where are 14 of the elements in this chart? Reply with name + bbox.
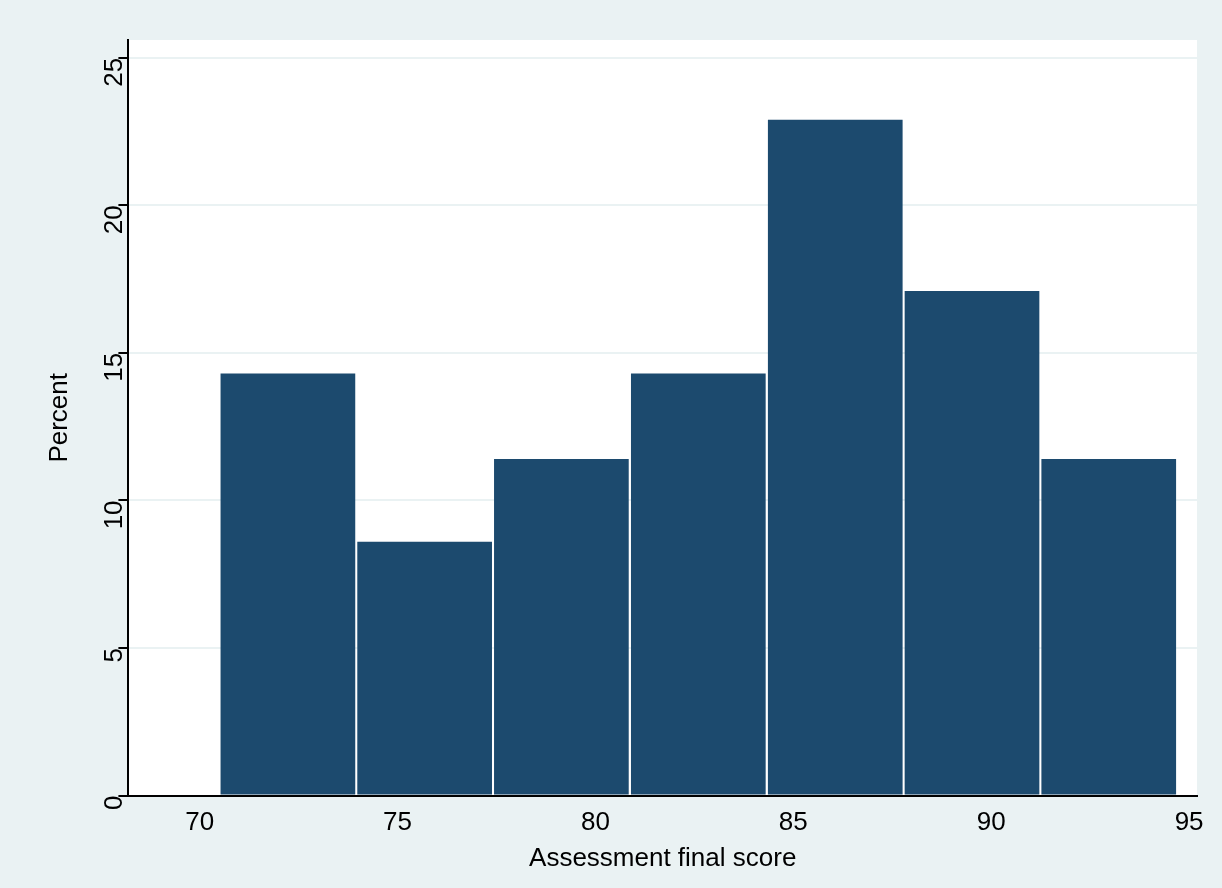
- x-tick-label: 95: [1174, 806, 1204, 837]
- y-tick-label: 0: [97, 795, 128, 811]
- y-tick-label: 10: [97, 500, 128, 530]
- y-tick-label: 15: [97, 352, 128, 382]
- y-axis-title: Percent: [42, 372, 73, 463]
- y-tick-label: 20: [97, 205, 128, 235]
- x-tick-label: 85: [778, 806, 808, 837]
- y-tick-label: 5: [97, 648, 128, 663]
- x-axis-title: Assessment final score: [529, 841, 797, 872]
- x-tick-label: 75: [383, 806, 412, 837]
- x-tick-label: 80: [580, 806, 610, 837]
- x-tick-label: 90: [976, 806, 1006, 837]
- x-tick-label: 70: [185, 806, 215, 837]
- y-tick-label: 25: [97, 57, 128, 87]
